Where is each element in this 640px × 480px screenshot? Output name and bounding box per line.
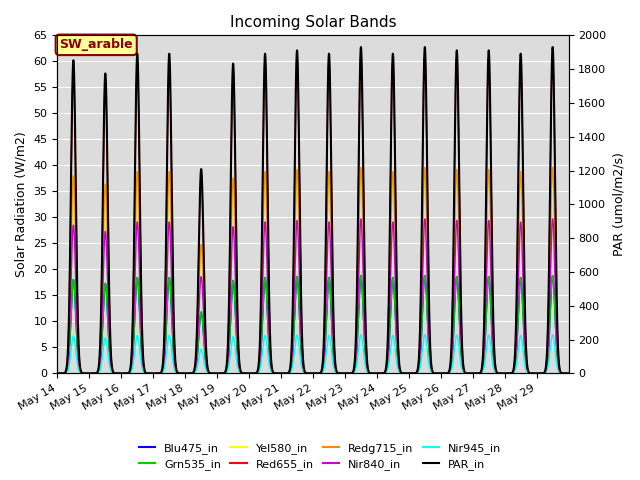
Nir945_in bbox=[564, 371, 572, 376]
Line: Red655_in: Red655_in bbox=[58, 54, 568, 373]
Blu475_in bbox=[438, 371, 445, 376]
Nir840_in bbox=[211, 371, 218, 376]
Nir945_in bbox=[548, 332, 556, 337]
Red655_in bbox=[499, 371, 507, 376]
Nir945_in bbox=[499, 371, 507, 376]
Yel580_in bbox=[211, 371, 218, 376]
Blu475_in bbox=[186, 371, 194, 376]
Legend: Blu475_in, Grn535_in, Yel580_in, Red655_in, Redg715_in, Nir840_in, Nir945_in, PA: Blu475_in, Grn535_in, Yel580_in, Red655_… bbox=[134, 438, 506, 474]
Red655_in bbox=[564, 371, 572, 376]
Yel580_in bbox=[548, 165, 556, 170]
Title: Incoming Solar Bands: Incoming Solar Bands bbox=[230, 15, 396, 30]
Redg715_in bbox=[548, 165, 556, 170]
PAR_in bbox=[72, 144, 79, 150]
Blu475_in bbox=[499, 371, 507, 376]
PAR_in bbox=[211, 371, 218, 376]
Red655_in bbox=[438, 371, 445, 376]
Nir840_in bbox=[283, 371, 291, 376]
Blu475_in bbox=[211, 371, 218, 376]
Redg715_in bbox=[283, 371, 291, 376]
Nir840_in bbox=[54, 371, 61, 376]
Text: SW_arable: SW_arable bbox=[60, 38, 133, 51]
Yel580_in bbox=[499, 371, 507, 376]
Blu475_in bbox=[548, 273, 556, 278]
Red655_in bbox=[186, 371, 194, 376]
Grn535_in bbox=[54, 371, 61, 376]
PAR_in bbox=[438, 371, 445, 376]
Redg715_in bbox=[72, 228, 79, 233]
Red655_in bbox=[283, 371, 291, 376]
Yel580_in bbox=[72, 228, 79, 233]
Line: Grn535_in: Grn535_in bbox=[58, 276, 568, 373]
Grn535_in bbox=[564, 371, 572, 376]
Blu475_in bbox=[564, 371, 572, 376]
Nir945_in bbox=[54, 371, 61, 376]
Nir840_in bbox=[548, 216, 556, 222]
PAR_in bbox=[548, 44, 556, 50]
Line: Blu475_in: Blu475_in bbox=[58, 276, 568, 373]
Yel580_in bbox=[186, 371, 194, 376]
Line: PAR_in: PAR_in bbox=[58, 47, 568, 373]
Grn535_in bbox=[438, 371, 445, 376]
Grn535_in bbox=[211, 371, 218, 376]
Red655_in bbox=[72, 149, 79, 155]
Nir840_in bbox=[72, 264, 79, 269]
Grn535_in bbox=[499, 371, 507, 376]
Redg715_in bbox=[186, 371, 194, 376]
Redg715_in bbox=[54, 371, 61, 376]
Nir945_in bbox=[186, 371, 194, 376]
Y-axis label: Solar Radiation (W/m2): Solar Radiation (W/m2) bbox=[15, 132, 28, 277]
Redg715_in bbox=[564, 371, 572, 376]
Line: Redg715_in: Redg715_in bbox=[58, 168, 568, 373]
Blu475_in bbox=[283, 371, 291, 376]
PAR_in bbox=[499, 371, 507, 376]
Y-axis label: PAR (umol/m2/s): PAR (umol/m2/s) bbox=[612, 153, 625, 256]
Yel580_in bbox=[438, 371, 445, 376]
Grn535_in bbox=[72, 303, 79, 309]
Nir945_in bbox=[72, 344, 79, 349]
PAR_in bbox=[283, 371, 291, 376]
PAR_in bbox=[186, 371, 194, 376]
Nir945_in bbox=[438, 371, 445, 376]
Red655_in bbox=[211, 371, 218, 376]
Line: Nir945_in: Nir945_in bbox=[58, 335, 568, 373]
Red655_in bbox=[548, 51, 556, 57]
Yel580_in bbox=[54, 371, 61, 376]
Grn535_in bbox=[283, 371, 291, 376]
Red655_in bbox=[54, 371, 61, 376]
Blu475_in bbox=[54, 371, 61, 376]
Blu475_in bbox=[72, 303, 79, 309]
Line: Yel580_in: Yel580_in bbox=[58, 168, 568, 373]
Redg715_in bbox=[438, 371, 445, 376]
Line: Nir840_in: Nir840_in bbox=[58, 219, 568, 373]
Grn535_in bbox=[186, 371, 194, 376]
Nir945_in bbox=[211, 371, 218, 376]
PAR_in bbox=[54, 371, 61, 376]
Nir945_in bbox=[283, 371, 291, 376]
Nir840_in bbox=[186, 371, 194, 376]
Yel580_in bbox=[283, 371, 291, 376]
Nir840_in bbox=[564, 371, 572, 376]
Redg715_in bbox=[211, 371, 218, 376]
Redg715_in bbox=[499, 371, 507, 376]
Grn535_in bbox=[548, 273, 556, 278]
Nir840_in bbox=[438, 371, 445, 376]
PAR_in bbox=[564, 371, 572, 376]
Nir840_in bbox=[499, 371, 507, 376]
Yel580_in bbox=[564, 371, 572, 376]
